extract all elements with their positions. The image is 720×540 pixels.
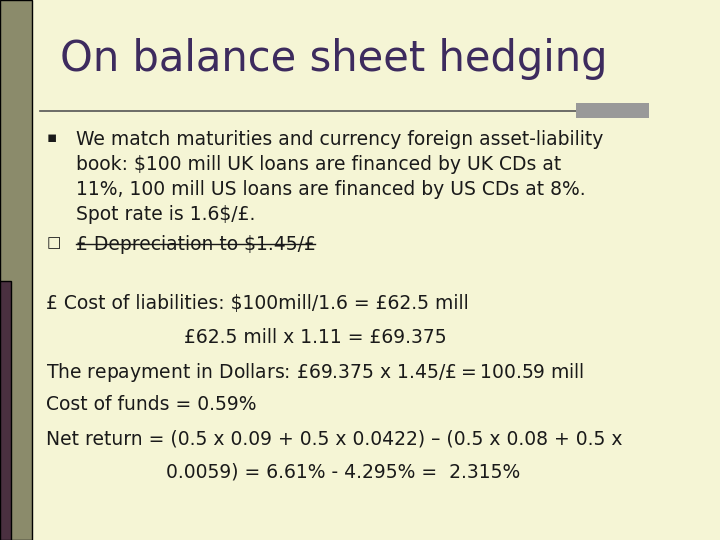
Text: We match maturities and currency foreign asset-liability
book: $100 mill UK loan: We match maturities and currency foreign… [76, 130, 603, 224]
Text: £ Depreciation to $1.45/£: £ Depreciation to $1.45/£ [76, 235, 316, 254]
Text: Cost of funds = 0.59%: Cost of funds = 0.59% [46, 395, 257, 414]
FancyBboxPatch shape [576, 103, 649, 118]
Text: £62.5 mill x 1.11 = £69.375: £62.5 mill x 1.11 = £69.375 [46, 328, 447, 347]
Text: 0.0059) = 6.61% - 4.295% =  2.315%: 0.0059) = 6.61% - 4.295% = 2.315% [46, 463, 521, 482]
Text: £ Cost of liabilities: $100mill/1.6 = £62.5 mill: £ Cost of liabilities: $100mill/1.6 = £6… [46, 294, 469, 313]
Text: The repayment in Dollars: £69.375 x $1.45/£ = $100.59 mill: The repayment in Dollars: £69.375 x $1.4… [46, 361, 585, 384]
Text: On balance sheet hedging: On balance sheet hedging [60, 38, 607, 80]
Text: ▪: ▪ [46, 130, 57, 145]
Text: Net return = (0.5 x 0.09 + 0.5 x 0.0422) – (0.5 x 0.08 + 0.5 x: Net return = (0.5 x 0.09 + 0.5 x 0.0422)… [46, 429, 623, 448]
Text: □: □ [46, 235, 60, 250]
